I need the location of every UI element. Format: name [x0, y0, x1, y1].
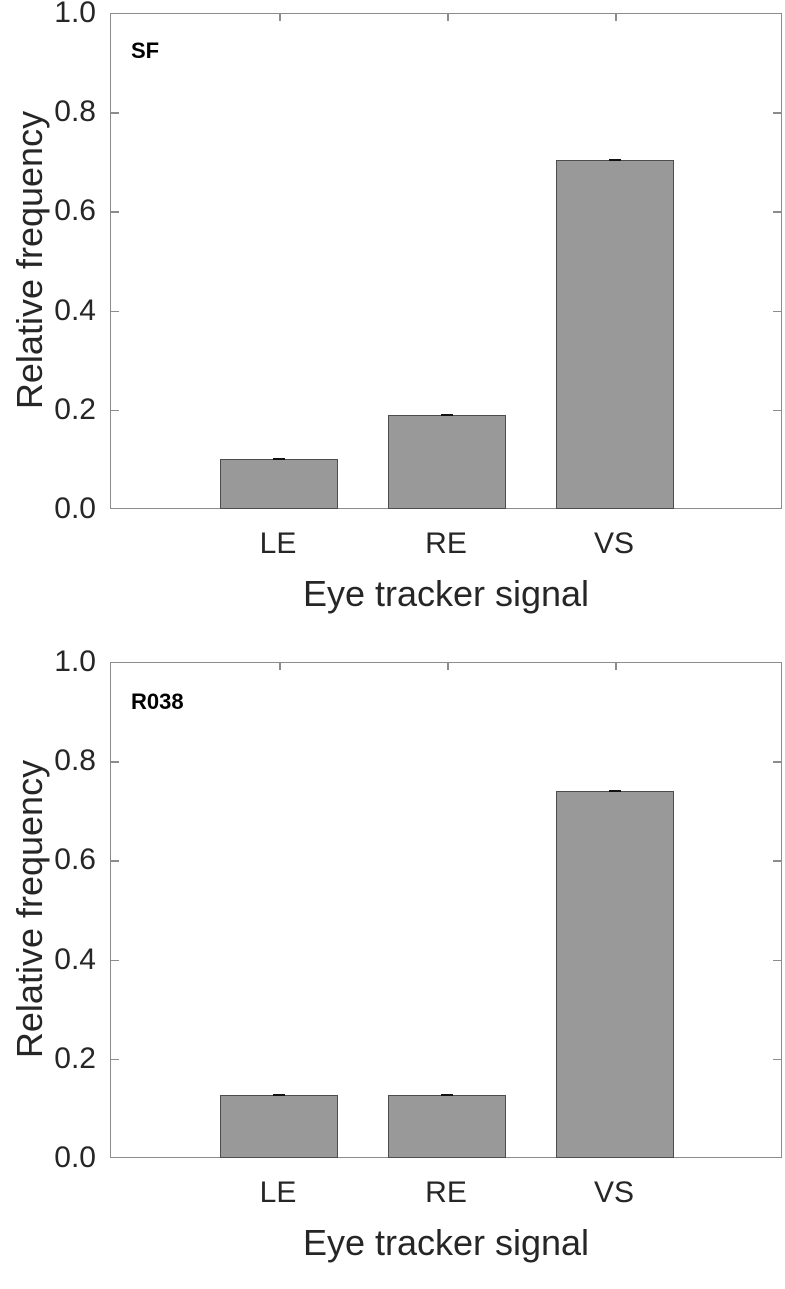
y-tick-label: 0.0	[54, 1141, 96, 1174]
y-tick-mark	[773, 761, 781, 763]
x-tick-mark	[279, 663, 281, 670]
y-tick-label: 0.6	[54, 843, 96, 877]
x-tick-label: LE	[259, 1176, 297, 1209]
chart-panel-r038: Relative frequency 0.0 0.2 0.4 0.6 0.8 1.0 R0…	[0, 645, 785, 1289]
y-tick-mark	[773, 409, 781, 412]
x-tick-mark	[279, 14, 281, 21]
x-tick-label: LE	[259, 527, 297, 560]
bar-re	[388, 1095, 506, 1158]
bar-vs	[556, 790, 674, 1158]
x-tick-mark	[447, 663, 449, 670]
error-bar	[609, 789, 621, 792]
y-tick-label: 1.0	[54, 0, 96, 29]
error-bar	[273, 1094, 285, 1097]
x-tick-mark	[615, 663, 617, 670]
x-tick-mark	[447, 14, 449, 21]
y-tick-mark	[111, 860, 119, 862]
y-tick-label: 0.8	[54, 95, 96, 129]
plot-area: R038	[110, 662, 782, 1158]
y-tick-mark	[111, 409, 119, 412]
error-bar	[273, 458, 285, 461]
y-tick-label: 0.2	[54, 1041, 96, 1075]
bar-le	[220, 459, 338, 509]
x-tick-label: RE	[425, 527, 467, 560]
bar-re	[388, 414, 506, 509]
x-axis-label: Eye tracker signal	[302, 1222, 590, 1263]
bar-le	[220, 1095, 338, 1158]
y-tick-label: 0.4	[54, 942, 96, 976]
error-bar	[609, 158, 621, 161]
y-tick-label: 0.6	[54, 194, 96, 228]
x-tick-label: VS	[593, 527, 635, 560]
y-tick-mark	[773, 959, 781, 962]
y-tick-label: 0.8	[54, 744, 96, 778]
x-tick-mark	[615, 14, 617, 21]
y-tick-mark	[111, 761, 119, 763]
y-tick-mark	[111, 959, 119, 962]
y-tick-mark	[773, 310, 781, 313]
y-tick-mark	[111, 1058, 119, 1061]
y-tick-mark	[773, 112, 781, 114]
y-tick-mark	[773, 860, 781, 862]
plot-area: SF	[110, 13, 782, 509]
x-tick-label: VS	[593, 1176, 635, 1209]
y-tick-label: 0.2	[54, 392, 96, 426]
error-bar	[441, 1094, 453, 1097]
y-tick-mark	[111, 310, 119, 313]
y-tick-mark	[773, 211, 781, 213]
y-tick-label: 0.0	[54, 492, 96, 525]
y-tick-label: 1.0	[54, 645, 96, 678]
y-tick-mark	[773, 1058, 781, 1061]
y-tick-label: 0.4	[54, 293, 96, 327]
panel-tag: R038	[131, 689, 184, 714]
y-tick-mark	[111, 211, 119, 213]
chart-panel-sf: Relative frequency 0.0 0.2 0.4 0.6 0.8 1.0 SF…	[0, 0, 785, 640]
panel-tag: SF	[131, 38, 160, 63]
y-tick-mark	[111, 112, 119, 114]
error-bar	[441, 413, 453, 416]
bar-vs	[556, 159, 674, 509]
x-tick-label: RE	[425, 1176, 467, 1209]
x-axis-label: Eye tracker signal	[302, 573, 590, 614]
